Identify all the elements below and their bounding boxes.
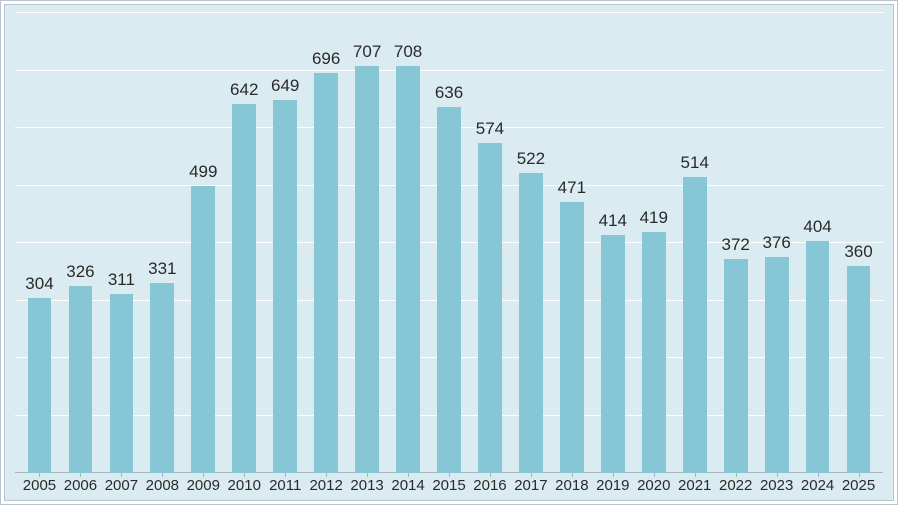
bar — [847, 266, 871, 473]
bar-slot: 404 — [797, 13, 838, 473]
bar-slot: 419 — [633, 13, 674, 473]
plot-background: 304 326 311 331 499 642 649 696 707 708 636 574 522 4… — [4, 4, 894, 501]
x-tick-label: 2021 — [674, 477, 715, 494]
bar — [437, 107, 461, 473]
bar — [806, 241, 830, 473]
bar-value-label: 642 — [230, 80, 258, 100]
bar-slot: 376 — [756, 13, 797, 473]
x-tick-label: 2018 — [551, 477, 592, 494]
bar-value-label: 331 — [148, 259, 176, 279]
bar — [642, 232, 666, 473]
x-tick-label: 2009 — [183, 477, 224, 494]
bar-value-label: 708 — [394, 42, 422, 62]
bar-slot: 304 — [19, 13, 60, 473]
bar-slot: 649 — [265, 13, 306, 473]
bar — [478, 143, 502, 473]
bar-value-label: 522 — [517, 149, 545, 169]
x-tick-label: 2014 — [388, 477, 429, 494]
x-tick-label: 2015 — [429, 477, 470, 494]
bar — [191, 186, 215, 473]
bar-value-label: 372 — [721, 235, 749, 255]
bar-value-label: 304 — [25, 274, 53, 294]
bar — [683, 177, 707, 473]
bar — [724, 259, 748, 473]
bar-value-label: 707 — [353, 42, 381, 62]
bar-slot: 372 — [715, 13, 756, 473]
x-tick-label: 2025 — [838, 477, 879, 494]
bar-slot: 326 — [60, 13, 101, 473]
x-tick-label: 2007 — [101, 477, 142, 494]
bar — [601, 235, 625, 473]
bar-value-label: 636 — [435, 83, 463, 103]
bar — [560, 202, 584, 473]
x-tick-label: 2017 — [510, 477, 551, 494]
x-axis-labels: 2005200620072008200920102011201220132014… — [15, 477, 883, 494]
bar — [110, 294, 134, 473]
bar-slot: 642 — [224, 13, 265, 473]
x-tick-label: 2005 — [19, 477, 60, 494]
bar-slot: 471 — [551, 13, 592, 473]
x-tick-label: 2011 — [265, 477, 306, 494]
bar-slot: 574 — [469, 13, 510, 473]
bar — [69, 286, 93, 473]
bar — [519, 173, 543, 473]
bar-value-label: 414 — [599, 211, 627, 231]
x-tick-label: 2023 — [756, 477, 797, 494]
x-tick-label: 2013 — [347, 477, 388, 494]
bar — [28, 298, 52, 473]
bar-value-label: 499 — [189, 162, 217, 182]
bar-value-label: 404 — [803, 217, 831, 237]
plot-area: 304 326 311 331 499 642 649 696 707 708 636 574 522 4… — [15, 13, 883, 473]
x-tick-label: 2010 — [224, 477, 265, 494]
bar-value-label: 419 — [640, 208, 668, 228]
bar — [273, 100, 297, 473]
bar — [150, 283, 174, 473]
x-tick-label: 2008 — [142, 477, 183, 494]
x-tick-label: 2024 — [797, 477, 838, 494]
bar-slot: 514 — [674, 13, 715, 473]
bar-value-label: 311 — [108, 270, 135, 290]
bars-container: 304 326 311 331 499 642 649 696 707 708 636 574 522 4… — [15, 13, 883, 473]
chart-frame: 304 326 311 331 499 642 649 696 707 708 636 574 522 4… — [0, 0, 898, 505]
bar-slot: 499 — [183, 13, 224, 473]
bar — [396, 66, 420, 473]
bar-value-label: 376 — [762, 233, 790, 253]
bar — [355, 66, 379, 473]
bar-value-label: 360 — [844, 242, 872, 262]
x-tick-label: 2019 — [592, 477, 633, 494]
bar-slot: 331 — [142, 13, 183, 473]
bar-slot: 522 — [510, 13, 551, 473]
bar-slot: 360 — [838, 13, 879, 473]
bar-value-label: 649 — [271, 76, 299, 96]
bar-value-label: 696 — [312, 49, 340, 69]
x-tick-label: 2020 — [633, 477, 674, 494]
bar — [232, 104, 256, 473]
bar-slot: 696 — [306, 13, 347, 473]
bar-slot: 311 — [101, 13, 142, 473]
bar-slot: 707 — [347, 13, 388, 473]
bar-slot: 636 — [429, 13, 470, 473]
x-tick-label: 2016 — [469, 477, 510, 494]
x-tick-label: 2012 — [306, 477, 347, 494]
bar-value-label: 326 — [66, 262, 94, 282]
bar-slot: 708 — [388, 13, 429, 473]
bar — [314, 73, 338, 473]
bar — [765, 257, 789, 473]
bar-value-label: 574 — [476, 119, 504, 139]
bar-value-label: 514 — [681, 153, 709, 173]
x-tick-label: 2022 — [715, 477, 756, 494]
bar-slot: 414 — [592, 13, 633, 473]
bar-value-label: 471 — [558, 178, 586, 198]
x-tick-label: 2006 — [60, 477, 101, 494]
